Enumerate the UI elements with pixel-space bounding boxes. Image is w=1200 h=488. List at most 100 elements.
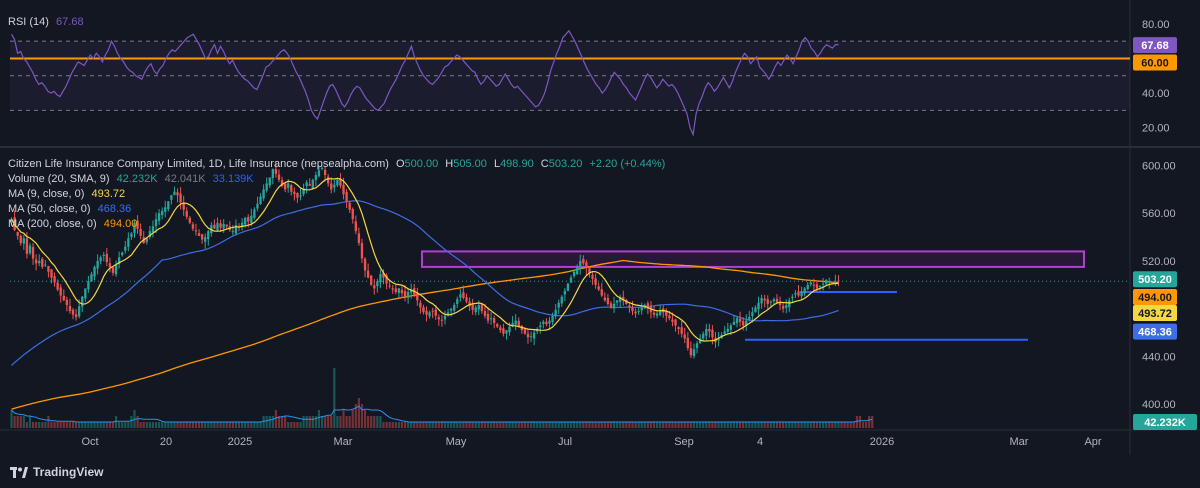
volume-bar [204,422,207,428]
volume-bar [794,422,797,428]
candle-body [105,253,109,263]
candle-body [572,271,576,277]
time-axis-label: 4 [757,436,763,448]
candle-body [314,175,318,180]
volume-bar [16,416,19,428]
candle-body [486,313,490,321]
rsi-legend-value: 67.68 [56,16,84,28]
volume-bar [354,404,357,428]
candle-body [508,326,511,333]
candle-body [453,305,456,311]
candle-body [308,183,311,186]
tradingview-watermark[interactable]: TradingView [10,465,103,479]
volume-bar [216,422,219,428]
candle-body [31,247,35,259]
candle-body [373,285,376,289]
candle-body [400,289,404,294]
volume-bar [822,422,825,428]
candle-body [130,233,133,238]
candle-body [394,288,397,292]
candle-body [283,183,287,190]
ma200-legend-label[interactable]: MA (200, close, 0) [8,218,97,230]
volume-bar [579,422,582,428]
volume-bar [367,416,370,428]
volume-bar [345,416,348,428]
volume-bar [173,422,176,428]
candle-body [443,315,447,320]
volume-bar [625,422,628,428]
volume-sma-line [11,405,873,423]
candle-body [471,304,474,310]
volume-bar [806,422,809,428]
volume-bar [443,422,447,428]
candle-body [738,318,742,322]
candle-body [517,320,520,327]
candle-body [77,306,81,317]
candle-body [197,233,201,236]
candle-body [90,274,93,282]
candle-body [305,182,308,187]
volume-bar [324,416,327,428]
candle-body [342,184,345,195]
candle-body [247,217,250,222]
volume-bar [259,422,262,428]
volume-bar [62,422,65,428]
candle-body [591,274,594,279]
volume-bar [692,422,696,428]
rsi-axis-tick: 20.00 [1142,123,1170,135]
candle-body [422,307,425,313]
volume-bar [299,422,302,428]
volume-bar [775,422,779,428]
candle-body [828,281,831,283]
volume-bar [628,422,631,428]
volume-bar [705,422,708,428]
candle-body [489,318,493,320]
volume-bar [111,422,115,428]
candle-body [170,195,173,200]
price-axis-tick: 440.00 [1142,351,1176,363]
volume-bar [296,422,299,428]
volume-bar [151,422,155,428]
volume-bar [496,422,499,428]
volume-legend-label[interactable]: Volume (20, SMA, 9) [8,173,110,185]
candle-body [25,238,29,254]
symbol-title[interactable]: Citizen Life Insurance Company Limited, … [8,158,389,170]
candle-body [271,169,275,179]
ma9-legend-label[interactable]: MA (9, close, 0) [8,188,85,200]
price-axis-tick: 560.00 [1142,208,1176,220]
candle-body [409,289,413,293]
volume-bar [493,422,496,428]
candle-body [763,298,766,301]
price-axis-tick: 600.00 [1142,161,1176,173]
volume-bar [735,422,739,428]
candle-body [637,311,640,313]
tradingview-watermark-text: TradingView [33,465,104,479]
candle-body [634,311,637,314]
volume-bar [818,422,822,428]
candle-body [640,307,643,311]
volume-bar [668,422,671,428]
volume-bar [256,422,259,428]
candle-body [594,278,597,285]
candle-body [785,305,788,308]
volume-bar [677,422,680,428]
candle-body [711,329,714,338]
candle-body [781,305,785,309]
volume-bar [290,422,293,428]
ma50-legend-label[interactable]: MA (50, close, 0) [8,203,91,215]
volume-bar [720,422,723,428]
volume-last-label: 42.232K [1144,417,1186,429]
rsi-axis-tick: 80.00 [1142,19,1170,31]
volume-bar [723,422,726,428]
candle-body [646,303,650,309]
candle-body [483,310,487,316]
time-axis-label: 20 [160,436,172,448]
candle-body [689,348,693,356]
volume-bar [78,422,81,428]
candle-body [354,221,358,232]
rsi-legend: RSI (14) 67.68 [8,15,88,30]
candle-body [385,275,388,284]
candle-body [231,231,235,233]
volume-bar [597,422,600,428]
